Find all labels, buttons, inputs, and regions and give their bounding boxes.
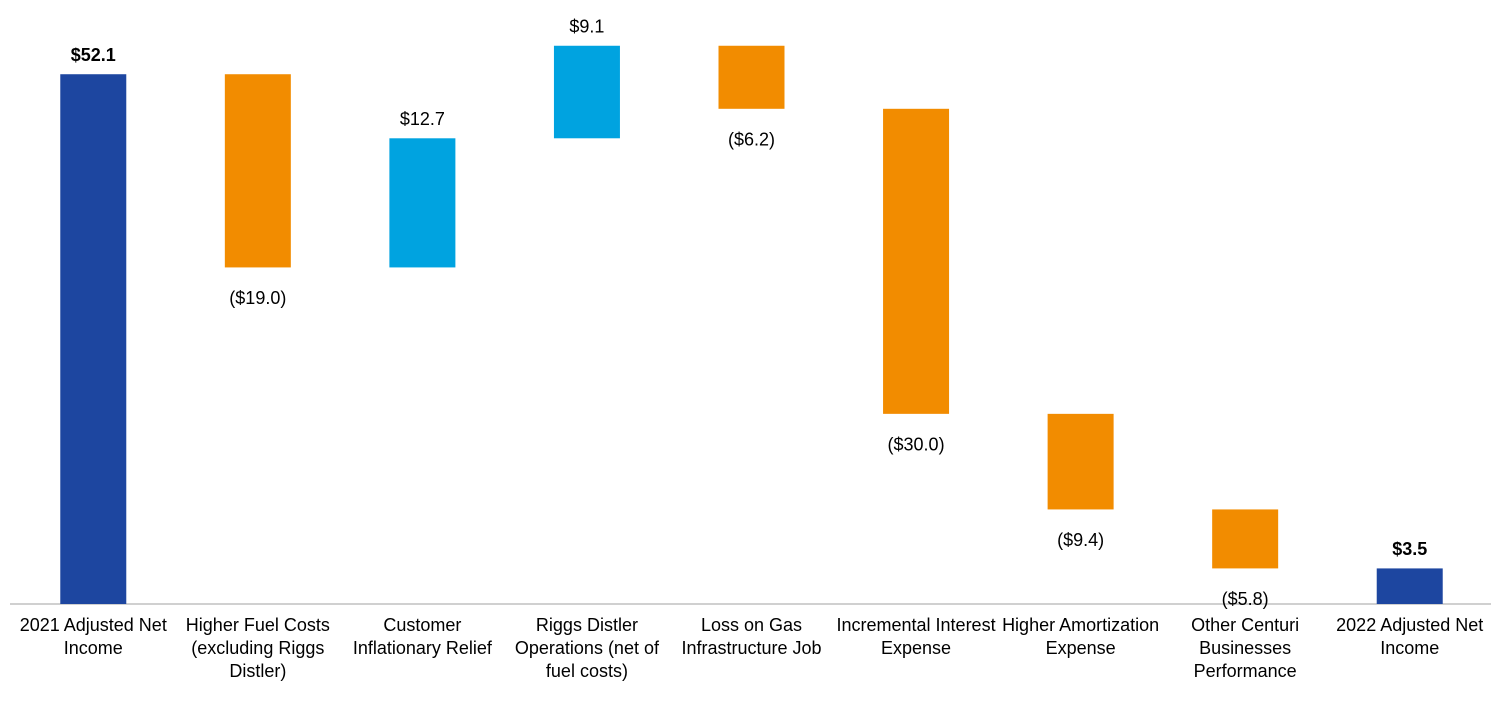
value-label: $12.7: [400, 109, 445, 129]
value-label: ($5.8): [1222, 589, 1269, 609]
x-tick-label: Loss on Gas Infrastructure Job: [681, 615, 822, 658]
value-label: ($9.4): [1057, 530, 1104, 550]
x-tick-label: Higher Fuel Costs (excluding Riggs Distl…: [185, 615, 330, 681]
bar: [389, 138, 456, 268]
x-tick-label: Riggs Distler Operations (net of fuel co…: [514, 615, 659, 681]
value-label: $3.5: [1392, 539, 1427, 559]
bar: [1047, 413, 1114, 510]
bar: [553, 45, 620, 139]
bar: [224, 74, 291, 268]
x-tick-label: Customer Inflationary Relief: [352, 615, 492, 658]
x-tick-label: 2022 Adjusted Net Income: [1336, 615, 1484, 658]
value-label: ($6.2): [728, 130, 775, 150]
x-tick-label: Higher Amortization Expense: [1002, 615, 1160, 658]
value-label: $52.1: [71, 45, 116, 65]
bar: [1376, 568, 1443, 604]
x-tick-label: Other Centuri Businesses Performance: [1191, 615, 1300, 681]
bar: [60, 74, 127, 605]
x-tick-label: 2021 Adjusted Net Income: [19, 615, 167, 658]
bar: [718, 45, 785, 109]
value-label: $9.1: [569, 17, 604, 37]
value-label: ($19.0): [229, 288, 286, 308]
value-label: ($30.0): [888, 435, 945, 455]
bar: [883, 108, 950, 414]
bar: [1212, 509, 1279, 569]
x-tick-label: Incremental Interest Expense: [836, 615, 996, 658]
